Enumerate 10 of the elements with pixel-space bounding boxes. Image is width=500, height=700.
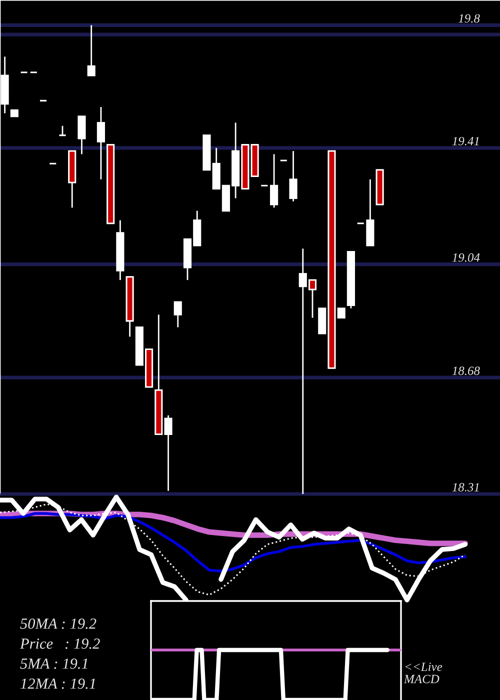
y-tick-label: 19.04 — [452, 253, 480, 262]
y-tick-label: 18.31 — [452, 483, 479, 492]
text: <<Live MACD — [404, 662, 442, 684]
y-tick-label: 18.68 — [452, 366, 480, 376]
text: 50MA : 19.2 — [20, 618, 96, 629]
y-tick-label: 19.41 — [452, 136, 479, 146]
text: Price : 19.2 — [20, 638, 100, 649]
text: 12MA : 19.1 — [20, 678, 95, 689]
y-tick-label: 19.8 — [458, 14, 480, 23]
text: 5MA : 19.1 — [20, 658, 88, 669]
